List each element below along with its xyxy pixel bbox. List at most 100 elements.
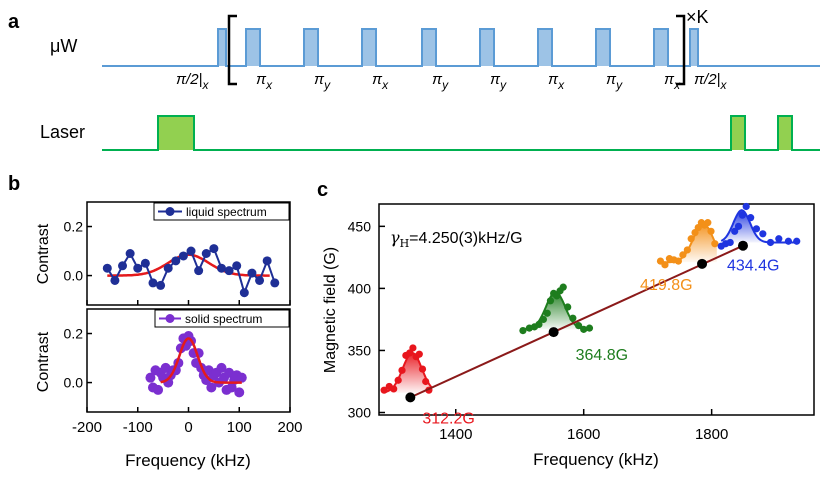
peak-point-red [422,377,430,386]
peak-fill-green [522,292,590,330]
solid-x-ticks: -200 -100 0 100 200 [72,407,303,436]
x-tick-label: 200 [277,419,302,436]
peak-point-green [585,324,594,332]
x-tick-label: 100 [227,419,252,436]
data-point [160,362,171,373]
laser-pulse [778,116,792,150]
peak-fit-blue [720,209,797,244]
pulse-label-main: π [314,71,325,88]
liquid-legend: liquid spectrum [153,202,290,221]
panel-a-label: a [8,11,20,33]
peak-point-green [569,314,577,322]
peak-point-blue [731,227,739,235]
field-label: 312.2G [422,410,474,427]
peak-point-red [398,366,406,374]
data-point [102,263,112,273]
data-point [148,278,158,288]
data-point [178,251,188,261]
liquid-y-axis-label: Contrast [35,223,52,284]
data-point [232,261,242,271]
peak-point-blue [775,235,783,243]
x-tick-label: 1800 [695,426,728,443]
peak-point-green [559,283,567,291]
peak-point-green [535,320,543,328]
pulse-label-sub: x [381,78,389,92]
c-gamma-annotation: γH=4.250(3)kHz/G [390,228,523,250]
peak-point-blue [766,238,775,247]
peak-point-orange [711,240,719,248]
mw-pulse [654,29,668,66]
peak-point-blue [726,238,734,247]
solid-legend-box [154,309,290,328]
mw-label: μW [50,36,77,56]
mw-pulse [538,29,552,66]
pulse-label-main: π/2| [694,71,720,88]
pulse-label-main: π [432,71,443,88]
c-linear-fit-line [409,244,744,399]
panel-b: b Contrast 0.0 0.2 liquid spectrum Contra… [8,173,303,470]
data-point [186,246,196,256]
pulse-label: πy [606,71,623,92]
y-tick-label: 0.0 [64,268,84,284]
c-y-ticks: 300 350 400 450 [348,218,385,421]
pulse-label-sub: y [615,78,623,92]
pulse-label-main: π [372,71,383,88]
peak-point-green [539,315,548,324]
y-tick-label: 350 [348,342,372,358]
peak-point-blue [738,211,746,219]
peak-point-green [574,322,583,330]
pulse-label: πx [548,71,565,92]
data-point [262,256,272,266]
data-point [140,258,150,268]
data-point [209,244,219,254]
data-point [236,372,247,383]
data-point [224,367,235,378]
mw-waveform [102,28,820,67]
mw-pulse [218,29,226,66]
pulse-label-sub: x [265,78,273,92]
mw-pulse [422,29,436,66]
solid-spectrum-plot: Contrast 0.0 0.2 -200 -100 0 100 200 solid sp… [35,308,303,470]
field-label: 419.8G [640,277,692,294]
gamma-value: =4.250(3)kHz/G [409,230,522,247]
mw-pulse [362,29,376,66]
c-plot-frame [378,203,815,416]
pulse-label-main: π [256,71,267,88]
data-point [247,268,257,278]
solid-y-axis-label: Contrast [35,331,52,392]
data-point [216,362,227,373]
peak-fill-red [384,352,432,393]
y-tick-label: 450 [348,218,372,234]
pulse-label-main: π [664,71,675,88]
c-y-axis-label: Magnetic field (G) [322,247,339,373]
liquid-x-ticks [86,300,291,305]
x-tick-label: -100 [123,419,153,436]
pulse-label-sub: y [499,78,507,92]
pulse-label: π/2|x [176,71,209,92]
x-tick-label: -200 [72,419,102,436]
peak-point-orange [661,261,669,269]
data-point [153,384,164,395]
peak-point-red [409,344,417,352]
pulse-label-sub: x [719,78,727,92]
data-point [110,275,120,285]
liquid-y-ticks: 0.0 0.2 [64,219,92,284]
c-x-ticks: 1400 1600 1800 [439,409,728,443]
liquid-spectrum-plot: Contrast 0.0 0.2 liquid spectrum [35,201,291,306]
field-label: 434.4G [727,258,779,275]
pulse-label: πx [664,71,681,92]
repeat-bracket [227,14,686,86]
y-tick-label: 300 [348,405,372,421]
pulse-label: πy [490,71,507,92]
peak-fill-blue [721,210,797,243]
pulse-label-main: π/2| [176,71,202,88]
data-point [145,372,156,383]
mw-pulse [246,29,260,66]
x-tick-label: 0 [184,419,192,436]
mw-pulse [690,29,698,66]
solid-data-points [145,330,247,398]
peak-point-orange [674,257,682,265]
solid-legend-text: solid spectrum [185,312,262,326]
c-field-points [405,240,748,403]
